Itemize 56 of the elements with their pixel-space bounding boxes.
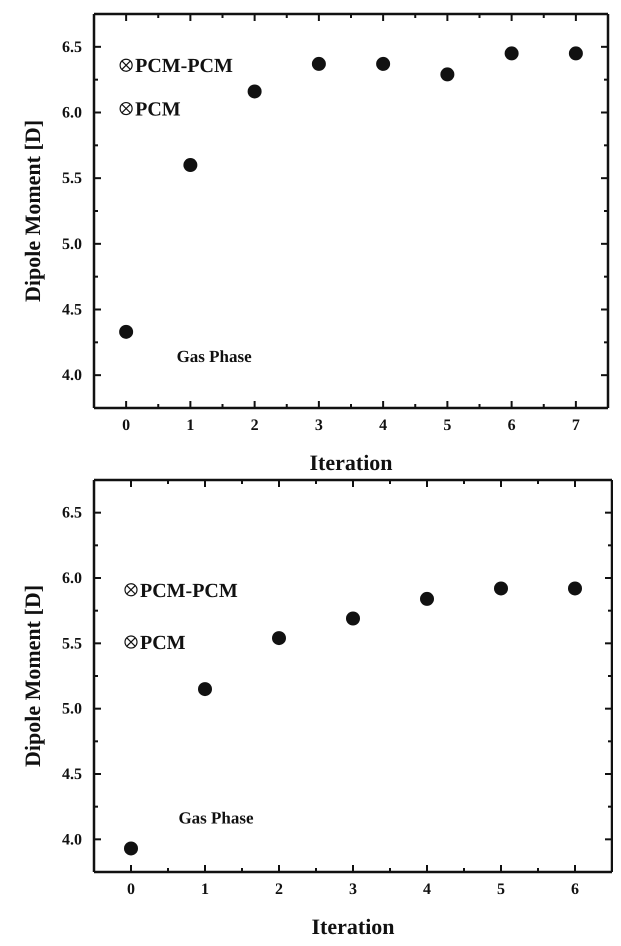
x-tick-label: 2: [275, 881, 283, 898]
point: [568, 581, 582, 596]
annotation: Gas Phase: [176, 346, 252, 366]
point: [119, 324, 134, 339]
x-tick-label: 2: [250, 417, 259, 434]
series-label: PCM: [135, 98, 181, 121]
point: [272, 631, 286, 646]
y-tick-label: 5.0: [62, 236, 82, 253]
x-tick-label: 4: [379, 417, 388, 434]
annotation: Gas Phase: [178, 808, 254, 828]
y-tick-label: 5.5: [62, 635, 82, 652]
series-label: PCM-PCM: [140, 580, 238, 602]
point: [568, 46, 583, 60]
x-tick-label: 3: [314, 417, 323, 434]
series-label: PCM-PCM: [135, 55, 233, 78]
y-tick-label: 5.0: [62, 700, 82, 718]
point: [376, 56, 390, 71]
x-tick-label: 5: [497, 881, 505, 898]
y-tick-label: 5.5: [62, 170, 82, 188]
y-tick-label: 6.5: [62, 504, 82, 522]
point: [183, 158, 198, 172]
point: [248, 84, 262, 98]
x-tick-label: 1: [201, 881, 209, 898]
x-axis-title: Iteration: [309, 450, 393, 475]
point: [124, 841, 138, 856]
x-axis-title: Iteration: [311, 914, 395, 939]
x-tick-label: 1: [186, 417, 194, 434]
point: [120, 58, 133, 72]
point: [420, 592, 434, 606]
x-tick-label: 5: [443, 417, 452, 434]
y-tick-label: 4.5: [62, 302, 82, 318]
x-tick-label: 4: [423, 881, 431, 898]
x-tick-label: 3: [349, 881, 357, 898]
point: [504, 46, 519, 60]
y-tick-label: 4.0: [62, 367, 82, 384]
point: [494, 581, 508, 596]
x-tick-label: 0: [122, 417, 130, 434]
point: [124, 583, 138, 596]
point: [198, 682, 212, 696]
y-axis-title: Dipole Moment [D]: [20, 120, 45, 302]
point: [124, 635, 138, 649]
x-tick-label: 0: [127, 881, 135, 898]
point: [312, 56, 326, 71]
point: [440, 67, 454, 82]
y-axis-title: Dipole Moment [D]: [20, 584, 45, 768]
y-tick-label: 6.5: [62, 38, 82, 56]
y-tick-label: 4.0: [62, 831, 82, 848]
point: [120, 102, 133, 116]
y-tick-label: 6.0: [62, 104, 82, 122]
x-tick-label: 6: [508, 417, 516, 434]
point: [346, 612, 360, 626]
y-tick-label: 6.0: [62, 570, 82, 587]
series-label: PCM: [140, 632, 186, 654]
x-tick-label: 7: [572, 417, 580, 434]
y-tick-label: 4.5: [62, 766, 82, 783]
x-tick-label: 6: [571, 881, 579, 898]
